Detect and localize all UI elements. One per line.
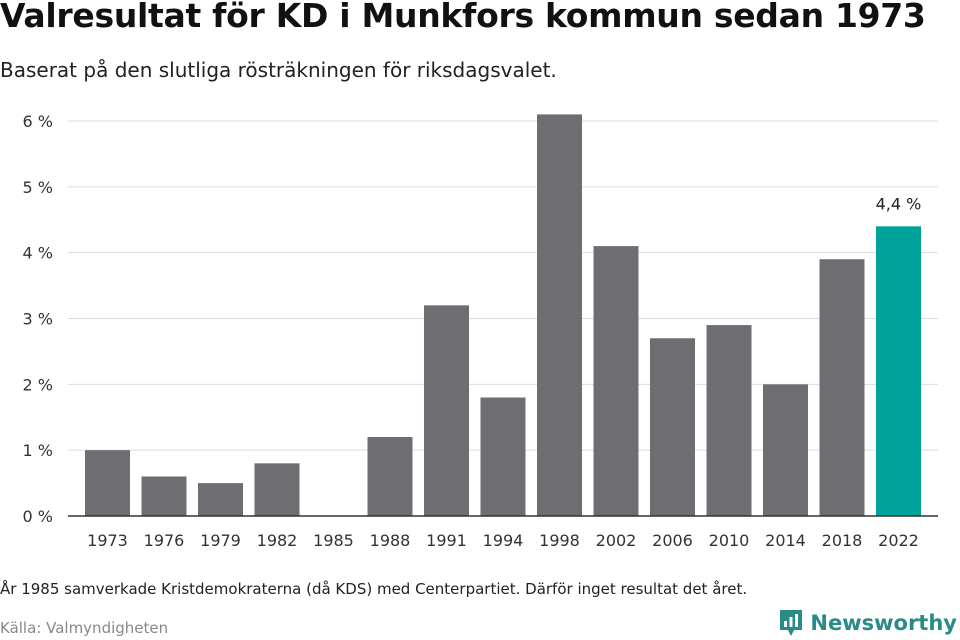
x-tick-label: 1994 <box>483 531 524 550</box>
x-tick-label: 1976 <box>144 531 185 550</box>
bar <box>876 226 921 517</box>
bar <box>141 476 187 516</box>
y-tick-label: 1 % <box>23 441 53 460</box>
newsworthy-logo-icon <box>780 610 803 636</box>
bar <box>593 246 639 517</box>
bar <box>763 384 808 516</box>
y-tick-label: 3 % <box>23 310 53 329</box>
chart-title: Valresultat för KD i Munkfors kommun sed… <box>0 0 926 35</box>
x-tick-label: 2006 <box>652 531 693 550</box>
bar <box>819 259 865 516</box>
x-tick-label: 2022 <box>878 531 919 550</box>
bar <box>85 450 130 516</box>
bar <box>537 114 582 517</box>
x-tick-label: 1973 <box>87 531 128 550</box>
x-tick-label: 2018 <box>822 531 863 550</box>
chart-subtitle: Baserat på den slutliga rösträkningen fö… <box>0 58 557 82</box>
y-tick-label: 0 % <box>23 507 53 526</box>
bar <box>254 463 300 516</box>
bar-chart: 0 % 1 % 2 % 3 % 4 % 5 % 6 % 1973 1976 1979 1982 198… <box>23 112 938 550</box>
bar <box>480 397 526 516</box>
brand-name: Newsworthy <box>810 611 957 635</box>
footnote: År 1985 samverkade Kristdemokraterna (då… <box>0 580 748 598</box>
x-tick-label: 1991 <box>426 531 467 550</box>
x-tick-label: 1985 <box>313 531 354 550</box>
x-tick-label: 1982 <box>257 531 298 550</box>
bar <box>198 483 243 516</box>
y-tick-label: 2 % <box>23 375 53 394</box>
x-tick-label: 2002 <box>596 531 637 550</box>
bar <box>706 325 752 516</box>
x-tick-label: 1979 <box>200 531 241 550</box>
bar <box>424 305 469 516</box>
bar <box>367 437 413 516</box>
bar <box>650 338 695 516</box>
y-tick-label: 6 % <box>23 112 53 131</box>
source-note: Källa: Valmyndigheten <box>0 619 169 637</box>
x-tick-label: 2014 <box>765 531 806 550</box>
data-label: 4,4 % <box>876 194 922 213</box>
y-tick-label: 5 % <box>23 178 53 197</box>
y-tick-label: 4 % <box>23 244 53 263</box>
x-tick-label: 1988 <box>370 531 411 550</box>
brand-logo[interactable]: Newsworthy <box>778 608 957 638</box>
x-tick-label: 1998 <box>539 531 580 550</box>
x-tick-label: 2010 <box>709 531 750 550</box>
